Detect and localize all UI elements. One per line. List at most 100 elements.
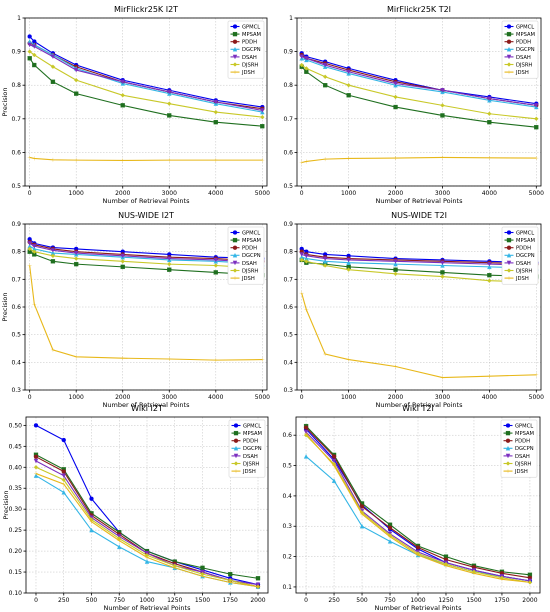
series-jdsh	[27, 155, 265, 163]
marker-mpsam-8	[255, 576, 261, 581]
series-jdsh	[33, 471, 261, 589]
marker-mpsam-3	[74, 91, 79, 96]
marker-mpsam-legend	[505, 430, 511, 436]
marker-dgcpn-legend	[232, 252, 238, 258]
chart-title: NUS-WIDE T2I	[391, 211, 447, 220]
series-line-djsrh	[301, 64, 537, 120]
chart-panel-5: 0.1 0.2 0.3 0.4 0.5 0.6 0 250 500 750 1000 1250 1500…	[282, 404, 541, 612]
marker-gpmcl-legend	[233, 423, 239, 428]
marker-mpsam-7	[228, 571, 233, 577]
series-line-pddh	[29, 241, 263, 262]
marker-mpsam-legend	[232, 31, 238, 37]
series-line-dsah	[29, 242, 263, 264]
marker-mpsam-2	[50, 79, 56, 84]
x-tick-label: 2000	[250, 597, 265, 604]
x-tick-label: 2000	[388, 394, 403, 401]
marker-dsah-2	[322, 256, 328, 261]
marker-jdsh-3	[346, 357, 351, 362]
marker-mpsam-legend	[506, 237, 512, 243]
marker-gpmcl-0	[33, 423, 39, 428]
x-tick-label: 0	[300, 394, 304, 401]
y-tick-label: 0.9	[11, 49, 21, 56]
marker-jdsh-0	[299, 160, 304, 165]
marker-dsah-5	[167, 256, 172, 261]
marker-dsah-5	[167, 89, 172, 95]
x-axis-label: Number of Retrieval Points	[103, 401, 191, 409]
marker-pddh-legend	[506, 245, 512, 250]
marker-djsrh-3	[73, 256, 79, 261]
series-line-djsrh	[29, 248, 263, 269]
marker-dgcpn-legend	[506, 252, 512, 258]
marker-djsrh-2	[322, 263, 328, 268]
marker-dgcpn-6	[487, 264, 492, 270]
plot-frame	[296, 17, 542, 187]
legend-label: JDSH	[515, 70, 529, 76]
marker-mpsam-5	[167, 267, 172, 272]
series-dgcpn	[299, 55, 539, 110]
marker-djsrh-4	[120, 259, 125, 264]
marker-gpmcl-legend	[232, 230, 238, 235]
marker-dsah-7	[260, 108, 265, 113]
legend-label: DJSRH	[243, 461, 259, 467]
legend-entry-jdsh: JDSH	[230, 70, 255, 76]
marker-mpsam-6	[487, 273, 492, 278]
y-tick-label: 0.9	[283, 49, 293, 56]
marker-mpsam-6	[213, 270, 218, 275]
y-tick-label: 1	[289, 15, 293, 22]
marker-jdsh-7	[534, 372, 539, 377]
legend-label: MPSAM	[516, 32, 535, 38]
marker-dsah-0	[299, 54, 304, 59]
series-jdsh	[304, 431, 532, 585]
marker-djsrh-6	[213, 263, 219, 268]
legend-entry-mpsam: MPSAM	[504, 237, 535, 244]
plot-frame	[24, 17, 268, 187]
x-tick-label: 1000	[341, 190, 356, 197]
y-tick-label: 0.6	[283, 304, 293, 311]
y-tick-label: 0.8	[11, 249, 21, 256]
marker-pddh-4	[415, 545, 421, 550]
series-jdsh	[27, 263, 265, 363]
legend-entry-mpsam: MPSAM	[230, 237, 261, 244]
legend-label: PDDH	[516, 246, 531, 252]
y-tick-label: 0.9	[11, 221, 21, 228]
marker-dsah-1	[304, 56, 309, 61]
marker-dgcpn-4	[393, 261, 398, 267]
chart-title: MirFlickr25K T2I	[387, 5, 451, 14]
legend-entry-mpsam: MPSAM	[230, 31, 261, 38]
series-line-jdsh	[29, 265, 263, 361]
series-dsah	[299, 252, 539, 268]
y-tick-label: 0.3	[283, 387, 293, 394]
marker-dsah-legend	[233, 453, 239, 459]
marker-mpsam-legend	[506, 31, 512, 37]
marker-mpsam-7	[534, 125, 539, 130]
legend-label: DGCPN	[242, 47, 261, 53]
marker-dsah-legend	[506, 54, 512, 60]
marker-jdsh-5	[440, 375, 445, 380]
marker-jdsh-8	[256, 584, 261, 589]
x-tick-label: 0	[28, 190, 32, 197]
series-djsrh	[27, 49, 265, 120]
x-tick-label: 1250	[438, 597, 453, 604]
marker-djsrh-7	[534, 116, 539, 122]
marker-dgcpn-1	[331, 478, 337, 483]
marker-jdsh-7	[260, 357, 265, 362]
marker-pddh-0	[303, 425, 309, 430]
legend-label: PDDH	[243, 439, 258, 445]
marker-jdsh-0	[33, 471, 38, 476]
marker-jdsh-5	[167, 357, 172, 362]
series-jdsh	[299, 291, 539, 380]
marker-mpsam-5	[440, 270, 445, 275]
marker-mpsam-legend	[233, 430, 239, 436]
marker-jdsh-1	[61, 482, 66, 487]
marker-jdsh-2	[323, 157, 328, 162]
legend-label: DSAH	[516, 55, 531, 61]
y-tick-label: 0.45	[9, 443, 23, 450]
marker-djsrh-4	[393, 94, 398, 100]
x-tick-label: 5000	[529, 394, 544, 401]
marker-djsrh-legend	[232, 268, 238, 273]
legend-entry-djsrh: DJSRH	[504, 268, 532, 274]
marker-djsrh-legend	[506, 268, 512, 273]
marker-jdsh-4	[145, 555, 149, 560]
